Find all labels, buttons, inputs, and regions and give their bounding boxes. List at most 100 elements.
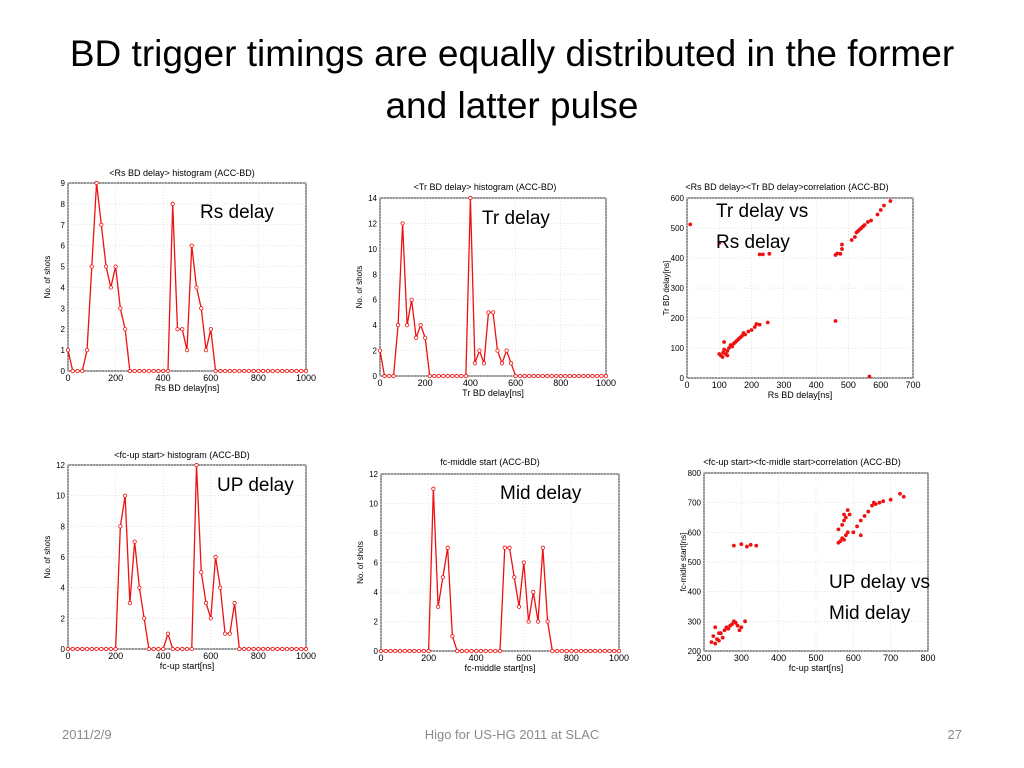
up-mid-plot: 200 300 400 500 600 700 800 200 300 400 500 600 700 8… (679, 469, 936, 673)
data-point (722, 340, 727, 344)
data-point (877, 500, 882, 505)
x-tick-label: 600 (846, 653, 861, 663)
data-point (711, 634, 716, 639)
y-tick-label: 600 (688, 528, 702, 537)
data-point (156, 646, 161, 652)
data-point (94, 180, 99, 186)
x-tick-label: 200 (696, 653, 711, 663)
data-point (270, 646, 275, 652)
data-point (89, 646, 94, 652)
x-tick-label: 800 (920, 653, 935, 663)
x-tick-label: 300 (776, 380, 791, 390)
data-point (289, 646, 294, 652)
data-point (218, 368, 223, 374)
data-point (569, 648, 574, 654)
data-point (265, 646, 271, 652)
x-tick-label: 0 (378, 653, 383, 663)
data-point (118, 306, 123, 311)
data-point (472, 361, 478, 366)
chart-title: <fc-up start> histogram (ACC-BD) (114, 450, 250, 460)
data-point (858, 518, 863, 523)
x-tick-label: 700 (905, 380, 920, 390)
plot-area (379, 197, 607, 377)
x-tick-label: 200 (421, 653, 436, 663)
data-point (146, 646, 152, 652)
data-point (463, 373, 468, 379)
x-tick-label: 500 (808, 653, 823, 663)
rs-delay-plot: 0 200 400 600 800 1000 0 1 2 3 4 5 6 7 8 9 Rs BD delay[n… (43, 179, 316, 393)
annotation-tr-delay: Tr delay (482, 208, 550, 229)
data-point (161, 368, 166, 374)
footer-caption: Higo for US-HG 2011 at SLAC (424, 727, 600, 742)
data-point (493, 648, 498, 654)
data-point (377, 348, 383, 353)
data-point (583, 648, 588, 654)
y-tick-label: 800 (688, 469, 702, 478)
data-point (203, 348, 209, 353)
data-point (585, 373, 591, 379)
x-tick-label: 400 (463, 378, 478, 388)
y-tick-label: 14 (368, 194, 377, 203)
y-tick-label: 200 (688, 647, 702, 656)
data-point (265, 368, 271, 374)
data-point (397, 648, 403, 654)
data-point (746, 329, 751, 334)
data-point (842, 537, 846, 542)
data-point (593, 648, 598, 654)
data-point (84, 348, 90, 353)
data-point (873, 502, 878, 507)
data-point (280, 368, 285, 374)
data-point (468, 195, 473, 201)
data-point (540, 545, 545, 550)
data-point (431, 486, 436, 491)
y-tick-label: 0 (373, 372, 378, 381)
y-tick-label: 10 (369, 500, 378, 509)
data-point (445, 545, 450, 550)
y-tick-label: 0 (374, 647, 379, 656)
y-axis-label: No. of shots (356, 541, 365, 584)
data-point (391, 373, 396, 379)
data-point (474, 648, 479, 654)
data-point (739, 334, 744, 338)
data-point (199, 570, 204, 575)
data-point (103, 646, 109, 652)
data-point (70, 646, 75, 652)
data-point (445, 373, 450, 379)
y-tick-label: 4 (61, 283, 66, 292)
data-point (189, 646, 194, 652)
mid-delay-histogram: fc-middle start (ACC-BD) 0 200 400 600 800 10… (355, 457, 629, 679)
data-point (237, 368, 242, 374)
data-point (203, 600, 209, 606)
data-point (730, 622, 734, 627)
x-tick-label: 200 (418, 378, 433, 388)
data-point (717, 241, 722, 245)
chart-title: <Rs BD delay><Tr BD delay>correlation (A… (685, 182, 889, 192)
up-mid-correlation: <fc-up start><fc-midle start>correlation… (666, 457, 938, 679)
data-point (731, 543, 736, 548)
data-point (722, 628, 727, 633)
data-point (127, 368, 132, 374)
data-point (558, 373, 563, 379)
data-point (303, 368, 309, 374)
data-point (75, 646, 80, 652)
data-point (754, 543, 759, 548)
data-point (388, 648, 393, 654)
y-tick-label: 200 (671, 314, 685, 323)
data-point (469, 648, 474, 654)
data-point (151, 646, 156, 652)
data-point (545, 373, 550, 379)
data-point (749, 328, 754, 332)
data-point (459, 648, 465, 654)
data-point (237, 646, 242, 652)
x-tick-label: 600 (203, 373, 218, 383)
data-point (521, 560, 526, 565)
y-tick-label: 6 (61, 242, 66, 251)
data-point (862, 514, 867, 518)
data-point (688, 222, 693, 227)
data-point (184, 646, 190, 652)
data-point (242, 368, 247, 374)
data-point (450, 634, 455, 639)
data-point (481, 361, 487, 366)
data-point (709, 640, 714, 644)
data-point (412, 648, 417, 654)
